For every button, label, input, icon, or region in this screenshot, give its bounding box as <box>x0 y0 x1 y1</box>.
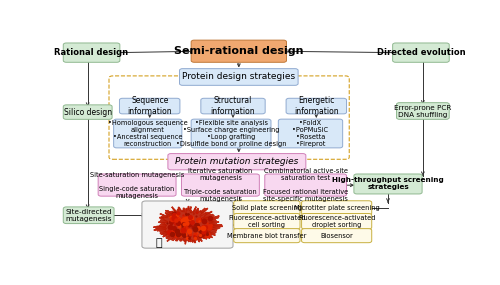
Text: •Homologous sequence
alignment
•Ancestral sequence
reconstruction: •Homologous sequence alignment •Ancestra… <box>108 120 188 147</box>
Text: Combinatorial active-site
saturation test

Focused rational iterative
site-speci: Combinatorial active-site saturation tes… <box>263 168 348 202</box>
FancyBboxPatch shape <box>302 213 372 229</box>
FancyBboxPatch shape <box>120 98 180 114</box>
Text: Microtiter plate screening: Microtiter plate screening <box>294 205 380 211</box>
Text: Biosensor: Biosensor <box>320 233 353 239</box>
Text: Silico design: Silico design <box>64 108 112 117</box>
FancyBboxPatch shape <box>64 43 120 62</box>
FancyBboxPatch shape <box>286 98 346 114</box>
FancyBboxPatch shape <box>64 207 114 224</box>
Polygon shape <box>154 206 222 244</box>
FancyBboxPatch shape <box>180 69 298 85</box>
FancyBboxPatch shape <box>182 174 260 196</box>
FancyBboxPatch shape <box>234 229 300 243</box>
FancyBboxPatch shape <box>302 229 372 243</box>
Text: Protein design strategies: Protein design strategies <box>182 72 296 82</box>
FancyBboxPatch shape <box>278 119 342 148</box>
Text: Site-directed
mutagenesis: Site-directed mutagenesis <box>66 209 112 222</box>
FancyBboxPatch shape <box>234 213 300 229</box>
Text: Site-saturation mutagenesis

Single-code saturation
mutagenesis: Site-saturation mutagenesis Single-code … <box>90 172 184 199</box>
FancyBboxPatch shape <box>354 174 422 194</box>
FancyBboxPatch shape <box>392 43 449 62</box>
Text: •FoldX
•PoPMuSiC
•Rosetta
•Fireprot: •FoldX •PoPMuSiC •Rosetta •Fireprot <box>292 120 328 147</box>
Text: •Flexible site analysis
•Surface charge engineering
•Loop grafting
•Disulfide bo: •Flexible site analysis •Surface charge … <box>176 120 286 147</box>
Text: 👍: 👍 <box>156 238 162 248</box>
Text: Fluorescence-activated
droplet sorting: Fluorescence-activated droplet sorting <box>298 215 376 228</box>
Text: Sequence
information: Sequence information <box>128 96 172 116</box>
Text: Semi-rational design: Semi-rational design <box>174 46 304 56</box>
Text: Fluorescence-activated
cell sorting: Fluorescence-activated cell sorting <box>228 215 306 228</box>
Text: Error-prone PCR
DNA shuffling: Error-prone PCR DNA shuffling <box>394 105 452 117</box>
FancyBboxPatch shape <box>64 105 112 119</box>
Text: High-throughput screening
strategies: High-throughput screening strategies <box>332 178 444 190</box>
Text: Structural
information: Structural information <box>210 96 256 116</box>
FancyBboxPatch shape <box>265 174 346 196</box>
Text: Solid plate screening: Solid plate screening <box>232 205 302 211</box>
Text: Directed evolution: Directed evolution <box>376 48 465 57</box>
FancyBboxPatch shape <box>201 98 265 114</box>
FancyBboxPatch shape <box>168 154 306 170</box>
FancyBboxPatch shape <box>191 40 286 62</box>
Text: Energetic
information: Energetic information <box>294 96 339 116</box>
FancyBboxPatch shape <box>114 119 182 148</box>
FancyBboxPatch shape <box>396 103 449 119</box>
FancyBboxPatch shape <box>142 201 233 248</box>
FancyBboxPatch shape <box>302 201 372 215</box>
Text: Protein mutation strategies: Protein mutation strategies <box>175 157 298 166</box>
Text: Membrane blot transfer: Membrane blot transfer <box>227 233 306 239</box>
Text: Iterative saturation
mutagenesis

Triple-code saturation
mutagenesis: Iterative saturation mutagenesis Triple-… <box>184 168 257 202</box>
Text: Rational design: Rational design <box>54 48 128 57</box>
FancyBboxPatch shape <box>191 119 271 148</box>
FancyBboxPatch shape <box>234 201 300 215</box>
FancyBboxPatch shape <box>98 174 176 196</box>
